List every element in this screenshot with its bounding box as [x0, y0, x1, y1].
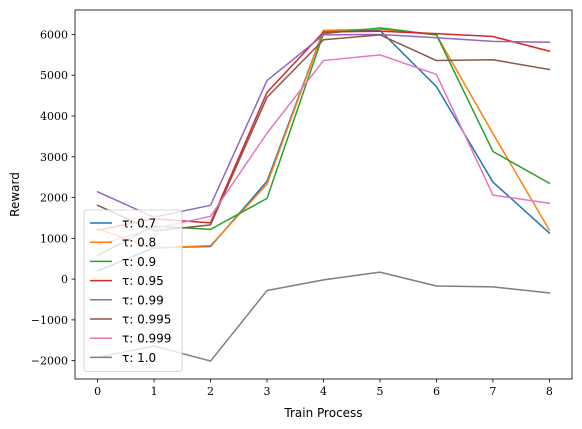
legend: τ: 0.7 τ: 0.8 τ: 0.9 τ: 0.95 τ: 0.99 τ: 0.995…	[83, 209, 183, 373]
legend-label-3: τ: 0.95	[122, 274, 164, 288]
legend-label-4: τ: 0.99	[122, 293, 164, 307]
x-tick-label: 2	[207, 385, 214, 398]
legend-label-0: τ: 0.7	[122, 217, 156, 231]
x-tick-label: 7	[489, 385, 496, 398]
y-tick-label: 1000	[40, 232, 68, 245]
y-tick-label: 4000	[40, 110, 68, 123]
series-line-5	[96, 34, 551, 232]
y-tick-label: −1000	[31, 314, 68, 327]
x-tick-label: 1	[151, 385, 158, 398]
y-tick-label: 3000	[40, 151, 68, 164]
legend-box	[83, 209, 183, 373]
series-line-4	[96, 33, 551, 218]
y-axis-label: Reward	[8, 172, 22, 217]
y-tick-label: 0	[61, 273, 68, 286]
x-tick-label: 3	[264, 385, 271, 398]
y-tick-label: 5000	[40, 69, 68, 82]
x-tick-label: 4	[320, 385, 327, 398]
legend-label-5: τ: 0.995	[122, 313, 171, 327]
y-tick-label: 2000	[40, 192, 68, 205]
x-tick-label: 8	[546, 385, 553, 398]
x-tick-label: 6	[433, 385, 440, 398]
legend-label-2: τ: 0.9	[122, 255, 156, 269]
legend-label-6: τ: 0.999	[122, 332, 171, 346]
x-tick-label: 5	[376, 385, 383, 398]
legend-label-1: τ: 0.8	[122, 236, 156, 250]
legend-label-7: τ: 1.0	[122, 351, 156, 365]
x-axis-label: Train Process	[283, 406, 362, 420]
y-tick-label: 6000	[40, 28, 68, 41]
y-tick-label: −2000	[31, 355, 68, 368]
x-tick-label: 0	[94, 385, 101, 398]
